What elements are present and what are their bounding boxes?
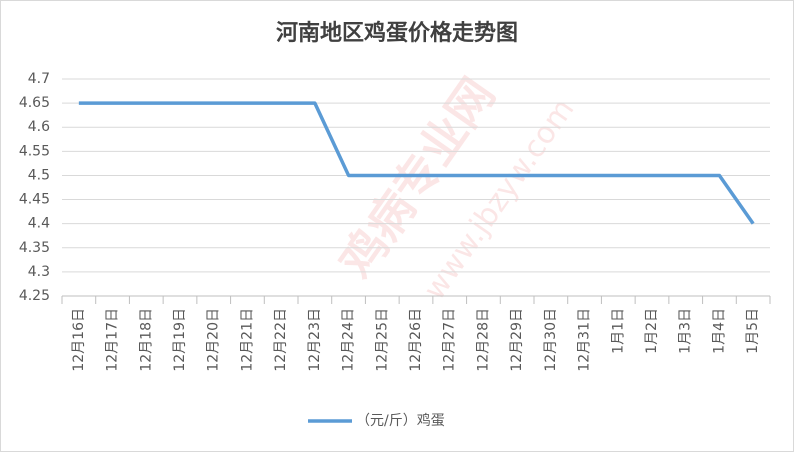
y-tick-label: 4.6 xyxy=(28,119,50,135)
x-tick-label: 1月3日 xyxy=(678,308,694,354)
x-tick-label: 12月29日 xyxy=(509,308,525,372)
x-tick-label: 12月25日 xyxy=(374,308,390,372)
x-tick-label: 12月24日 xyxy=(341,308,357,372)
x-tick-label: 12月22日 xyxy=(273,308,289,372)
x-tick-label: 12月20日 xyxy=(206,308,222,372)
y-tick-label: 4.5 xyxy=(28,167,50,183)
x-tick-label: 12月26日 xyxy=(408,308,424,372)
y-tick-label: 4.65 xyxy=(19,95,50,111)
x-tick-label: 12月30日 xyxy=(543,308,559,372)
y-tick-label: 4.3 xyxy=(28,264,50,280)
x-tick-label: 12月21日 xyxy=(239,308,255,372)
x-tick-label: 12月18日 xyxy=(138,308,154,372)
x-tick-label: 1月2日 xyxy=(644,308,660,354)
x-tick-label: 1月1日 xyxy=(610,308,626,354)
x-tick-label: 12月17日 xyxy=(105,308,121,372)
y-tick-label: 4.55 xyxy=(19,143,50,159)
y-tick-label: 4.45 xyxy=(19,192,50,208)
y-tick-label: 4.25 xyxy=(19,288,50,304)
x-tick-label: 1月5日 xyxy=(745,308,761,354)
x-tick-label: 12月28日 xyxy=(475,308,491,372)
legend-label: （元/斤）鸡蛋 xyxy=(356,412,445,429)
series-line xyxy=(78,101,755,225)
x-tick-label: 12月23日 xyxy=(307,308,323,372)
x-tick-label: 12月27日 xyxy=(442,308,458,372)
x-tick-label: 1月4日 xyxy=(711,308,727,354)
y-tick-label: 4.4 xyxy=(28,216,50,232)
x-tick-label: 12月19日 xyxy=(172,308,188,372)
y-tick-label: 4.35 xyxy=(19,240,50,256)
y-tick-label: 4.7 xyxy=(28,71,50,87)
x-tick-label: 12月31日 xyxy=(577,308,593,372)
chart-title: 河南地区鸡蛋价格走势图 xyxy=(276,20,518,46)
x-tick-label: 12月16日 xyxy=(71,308,87,372)
